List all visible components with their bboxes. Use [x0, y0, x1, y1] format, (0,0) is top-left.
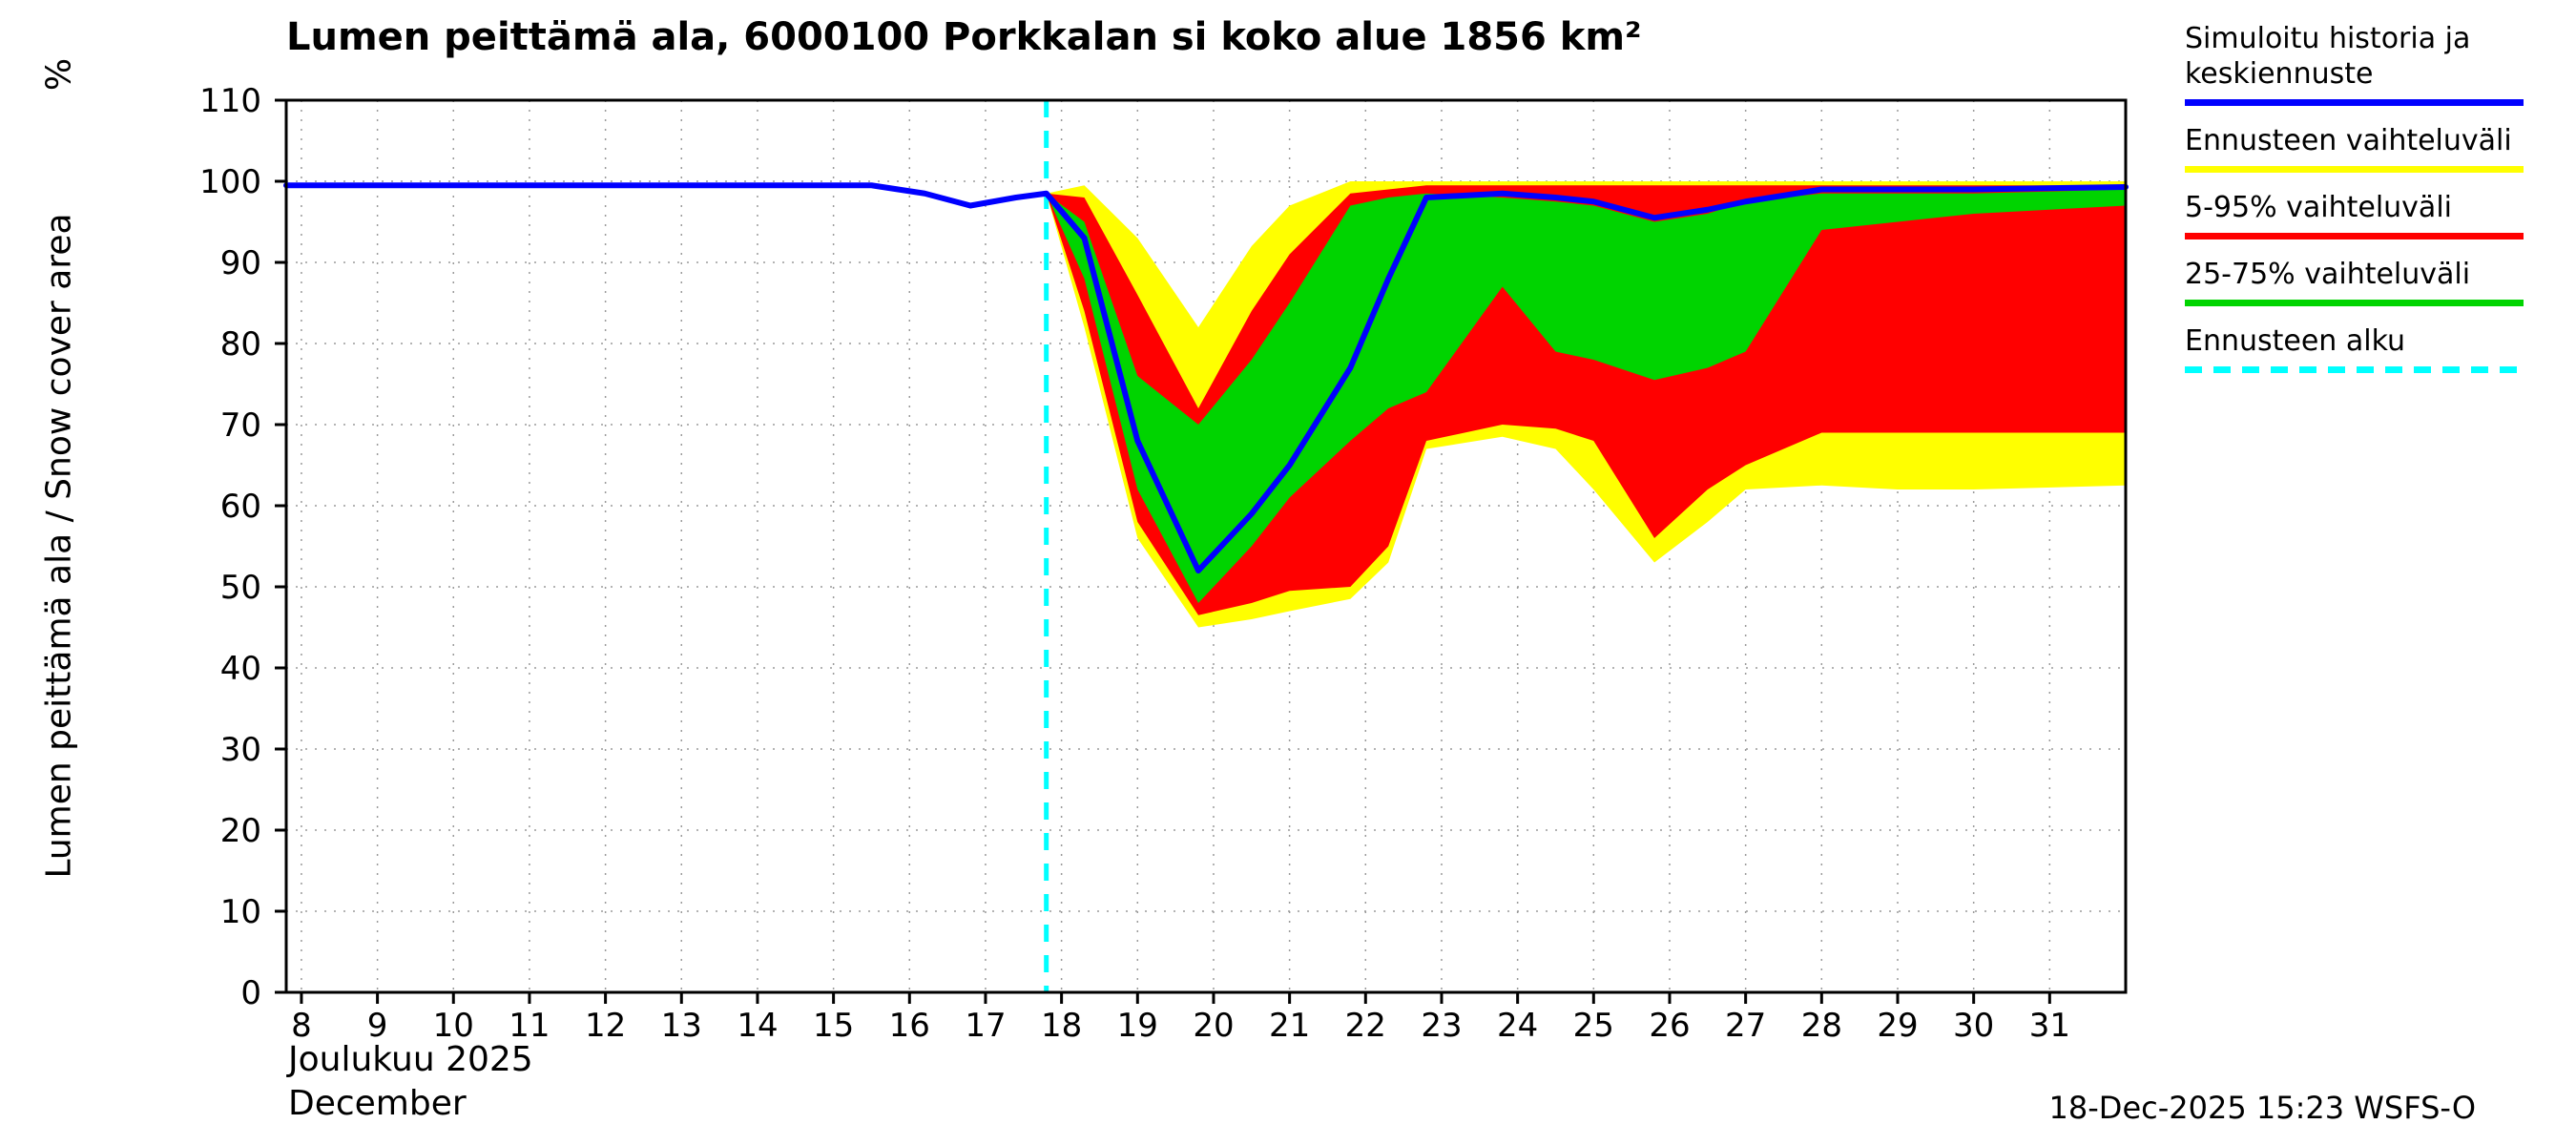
x-tick-label: 18 [1041, 1007, 1082, 1045]
chart-title: Lumen peittämä ala, 6000100 Porkkalan si… [286, 15, 1642, 59]
x-tick-label: 25 [1573, 1007, 1614, 1045]
x-tick-label: 13 [661, 1007, 702, 1045]
x-tick-label: 12 [585, 1007, 626, 1045]
legend-label-forecast-range: Ennusteen vaihteluväli [2185, 124, 2512, 157]
x-tick-label: 10 [433, 1007, 474, 1045]
x-tick-label: 19 [1117, 1007, 1158, 1045]
y-tick-label: 30 [220, 731, 261, 769]
x-tick-label: 31 [2029, 1007, 2070, 1045]
x-tick-label: 29 [1877, 1007, 1918, 1045]
x-tick-label: 17 [965, 1007, 1006, 1045]
x-axis-month-fi: Joulukuu 2025 [288, 1040, 533, 1079]
x-tick-label: 23 [1421, 1007, 1462, 1045]
y-tick-label: 50 [220, 569, 261, 607]
legend-item-25-75: 25-75% vaihteluväli [2185, 257, 2524, 306]
legend-line-blue [2185, 99, 2524, 106]
legend: Simuloitu historia ja keskiennuste Ennus… [2185, 21, 2524, 390]
x-tick-label: 20 [1193, 1007, 1234, 1045]
legend-label-25-75: 25-75% vaihteluväli [2185, 258, 2471, 291]
legend-line-yellow [2185, 166, 2524, 173]
legend-line-green [2185, 300, 2524, 306]
y-tick-label: 100 [199, 163, 261, 201]
legend-item-history-median: Simuloitu historia ja keskiennuste [2185, 21, 2524, 106]
x-tick-label: 24 [1497, 1007, 1538, 1045]
x-tick-label: 30 [1953, 1007, 1994, 1045]
x-tick-label: 9 [367, 1007, 388, 1045]
legend-label-history-median: Simuloitu historia ja keskiennuste [2185, 22, 2471, 91]
median-line [283, 182, 2129, 573]
x-tick-label: 15 [813, 1007, 854, 1045]
legend-item-5-95: 5-95% vaihteluväli [2185, 190, 2524, 239]
legend-label-5-95: 5-95% vaihteluväli [2185, 191, 2452, 224]
x-tick-label: 26 [1649, 1007, 1690, 1045]
y-tick-label: 40 [220, 650, 261, 688]
plot-frame [284, 98, 2128, 994]
legend-label-forecast-start: Ennusteen alku [2185, 324, 2406, 358]
y-tick-label: 110 [199, 82, 261, 120]
band-25-75 [1046, 189, 2126, 603]
y-tick-label: 80 [220, 325, 261, 364]
y-tick-label: 0 [240, 974, 261, 1012]
legend-line-cyan-dashed [2185, 366, 2524, 373]
y-tick-label: 20 [220, 812, 261, 850]
x-tick-label: 14 [737, 1007, 778, 1045]
y-tick-label: 60 [220, 488, 261, 526]
x-tick-label: 8 [291, 1007, 312, 1045]
y-tick-label: 90 [220, 244, 261, 282]
x-tick-label: 16 [889, 1007, 930, 1045]
legend-item-forecast-range: Ennusteen vaihteluväli [2185, 123, 2524, 173]
x-tick-label: 27 [1725, 1007, 1766, 1045]
y-tick-label: 10 [220, 893, 261, 931]
x-tick-label: 22 [1345, 1007, 1386, 1045]
x-tick-label: 28 [1801, 1007, 1842, 1045]
legend-line-red [2185, 233, 2524, 239]
legend-item-forecast-start: Ennusteen alku [2185, 323, 2524, 373]
y-tick-label: 70 [220, 406, 261, 445]
timestamp: 18-Dec-2025 15:23 WSFS-O [2048, 1090, 2476, 1126]
x-tick-label: 21 [1269, 1007, 1310, 1045]
x-tick-label: 11 [509, 1007, 550, 1045]
x-axis-month-en: December [288, 1084, 467, 1123]
